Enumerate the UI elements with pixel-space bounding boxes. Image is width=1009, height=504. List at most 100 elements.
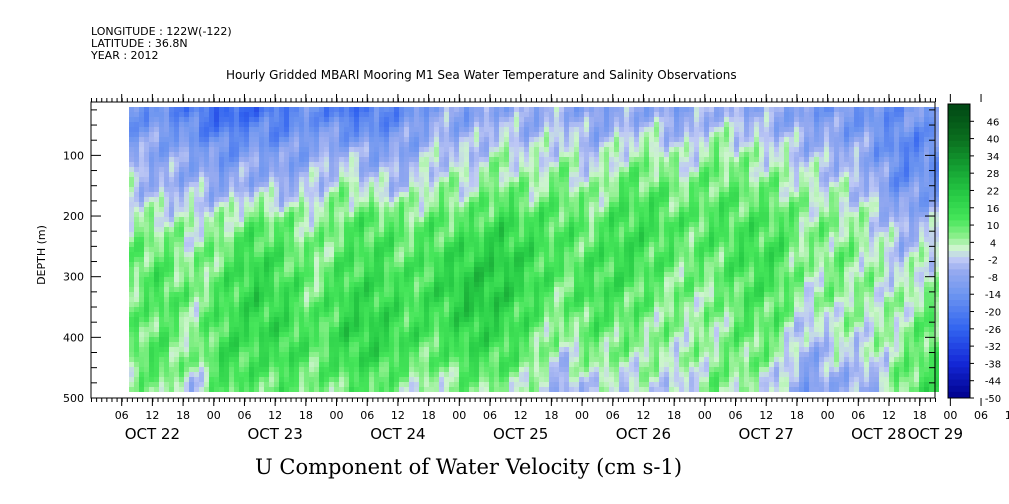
heatmap-cell [309, 137, 314, 142]
heatmap-cell [224, 192, 229, 197]
heatmap-cell [304, 147, 309, 152]
heatmap-cell [469, 247, 474, 252]
heatmap-cell [299, 307, 304, 312]
heatmap-cell [519, 192, 524, 197]
heatmap-cell [469, 282, 474, 287]
heatmap-cell [294, 162, 299, 167]
heatmap-cell [319, 212, 324, 217]
heatmap-cell [519, 342, 524, 347]
heatmap-cell [294, 127, 299, 132]
heatmap-cell [304, 247, 309, 252]
heatmap-cell [369, 237, 374, 242]
heatmap-cell [279, 212, 284, 217]
heatmap-cell [524, 217, 529, 222]
heatmap-cell [194, 262, 199, 267]
heatmap-cell [134, 217, 139, 222]
heatmap-cell [429, 227, 434, 232]
heatmap-cell [534, 387, 539, 392]
heatmap-cell [409, 237, 414, 242]
heatmap-cell [399, 282, 404, 287]
heatmap-cell [499, 347, 504, 352]
heatmap-cell [424, 322, 429, 327]
heatmap-cell [224, 122, 229, 127]
heatmap-cell [219, 317, 224, 322]
heatmap-cell [149, 232, 154, 237]
heatmap-cell [204, 147, 209, 152]
heatmap-cell [234, 297, 239, 302]
heatmap-cell [334, 322, 339, 327]
heatmap-cell [269, 117, 274, 122]
heatmap-cell [319, 122, 324, 127]
heatmap-cell [559, 142, 564, 147]
heatmap-cell [279, 192, 284, 197]
heatmap-cell [274, 142, 279, 147]
heatmap-cell [209, 207, 214, 212]
heatmap-cell [189, 257, 194, 262]
heatmap-cell [174, 297, 179, 302]
heatmap-cell [469, 212, 474, 217]
heatmap-cell [234, 377, 239, 382]
heatmap-cell [529, 367, 534, 372]
heatmap-cell [369, 277, 374, 282]
heatmap-cell [544, 312, 549, 317]
heatmap-cell [294, 207, 299, 212]
heatmap-cell [444, 217, 449, 222]
heatmap-cell [209, 237, 214, 242]
heatmap-cell [454, 367, 459, 372]
heatmap-cell [234, 292, 239, 297]
heatmap-cell [334, 182, 339, 187]
heatmap-cell [454, 267, 459, 272]
heatmap-cell [149, 287, 154, 292]
heatmap-cell [294, 352, 299, 357]
heatmap-cell [294, 322, 299, 327]
heatmap-cell [329, 122, 334, 127]
heatmap-cell [279, 167, 284, 172]
heatmap-cell [204, 272, 209, 277]
heatmap-cell [459, 357, 464, 362]
heatmap-cell [404, 212, 409, 217]
heatmap-cell [549, 357, 554, 362]
heatmap-cell [264, 317, 269, 322]
heatmap-cell [484, 357, 489, 362]
heatmap-cell [149, 167, 154, 172]
heatmap-cell [529, 202, 534, 207]
heatmap-cell [189, 237, 194, 242]
heatmap-cell [479, 197, 484, 202]
heatmap-cell [129, 327, 134, 332]
heatmap-cell [314, 222, 319, 227]
heatmap-cell [384, 347, 389, 352]
heatmap-cell [154, 377, 159, 382]
heatmap-cell [419, 382, 424, 387]
heatmap-cell [424, 317, 429, 322]
heatmap-cell [394, 362, 399, 367]
heatmap-cell [334, 357, 339, 362]
heatmap-cell [199, 377, 204, 382]
heatmap-cell [174, 202, 179, 207]
heatmap-cell [234, 272, 239, 277]
heatmap-cell [169, 277, 174, 282]
heatmap-cell [549, 157, 554, 162]
heatmap-cell [229, 132, 234, 137]
heatmap-cell [269, 152, 274, 157]
heatmap-cell [304, 212, 309, 217]
heatmap-cell [199, 137, 204, 142]
heatmap-cell [224, 372, 229, 377]
heatmap-cell [389, 342, 394, 347]
heatmap-cell [429, 152, 434, 157]
heatmap-cell [294, 242, 299, 247]
heatmap-cell [439, 132, 444, 137]
heatmap-cell [409, 332, 414, 337]
heatmap-cell [499, 367, 504, 372]
heatmap-cell [129, 267, 134, 272]
heatmap-cell [129, 372, 134, 377]
heatmap-cell [349, 317, 354, 322]
heatmap-cell [299, 272, 304, 277]
heatmap-cell [259, 242, 264, 247]
heatmap-cell [494, 197, 499, 202]
heatmap-cell [169, 272, 174, 277]
heatmap-cell [254, 292, 259, 297]
heatmap-cell [269, 187, 274, 192]
heatmap-cell [544, 377, 549, 382]
heatmap-cell [199, 122, 204, 127]
heatmap-cell [189, 122, 194, 127]
